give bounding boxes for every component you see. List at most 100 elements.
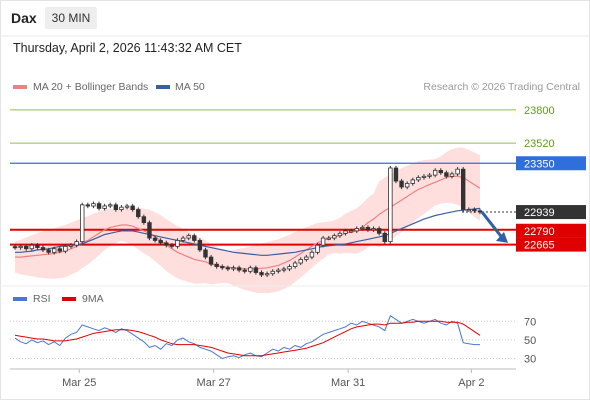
level-label-resistance: 23800 xyxy=(524,105,555,117)
candle-body xyxy=(326,237,331,240)
candle-body xyxy=(96,203,102,209)
level-label-support: 22790 xyxy=(524,226,555,238)
level-label-support: 22665 xyxy=(524,240,555,252)
candle-body xyxy=(309,251,315,258)
symbol-name: Dax xyxy=(11,10,37,26)
candle-body xyxy=(382,232,387,243)
bollinger-band-area xyxy=(15,147,480,294)
candle-body xyxy=(460,168,466,210)
candle-body xyxy=(40,247,46,251)
rsi-tick-label: 70 xyxy=(524,316,536,328)
candle-body xyxy=(399,180,404,188)
candle-body xyxy=(304,256,309,260)
candle-body xyxy=(343,230,348,234)
candle-body xyxy=(130,205,135,210)
level-tag-last xyxy=(516,205,586,220)
candle-body xyxy=(24,245,29,250)
time-tick-label: Apr 2 xyxy=(458,377,484,389)
ma50-line xyxy=(15,207,481,256)
candle-body xyxy=(85,204,91,207)
candle-body xyxy=(388,167,393,243)
interval-selector[interactable]: 30 MIN xyxy=(45,7,97,29)
candle-body xyxy=(169,244,175,247)
candle-body xyxy=(57,248,63,252)
candle-body xyxy=(197,240,203,251)
candle-body xyxy=(276,269,281,272)
candle-body xyxy=(186,235,191,239)
candle-body xyxy=(225,267,231,270)
candle-body xyxy=(175,240,180,247)
candle-body xyxy=(365,226,371,231)
candle-body xyxy=(298,259,303,264)
candle-body xyxy=(416,177,421,181)
candle-body xyxy=(164,242,169,246)
research-credit: Research © 2026 Trading Central xyxy=(423,81,580,93)
moving-averages xyxy=(15,175,481,270)
candle-body xyxy=(158,240,163,244)
candle-body xyxy=(220,266,225,269)
level-label-pivot: 23350 xyxy=(524,158,555,170)
candle-body xyxy=(348,230,354,233)
candle-body xyxy=(208,256,214,265)
ma20-legend-swatch xyxy=(13,85,27,89)
candle-body xyxy=(29,244,35,250)
rsi-ma-legend-swatch xyxy=(62,297,76,301)
level-tag-pivot xyxy=(516,156,586,171)
candle-body xyxy=(147,222,152,239)
candle-body xyxy=(427,174,432,177)
candle-body xyxy=(46,249,51,253)
timestamp: Thursday, April 2, 2026 11:43:32 AM CET xyxy=(13,41,242,55)
chart-header: Dax 30 MIN xyxy=(0,0,590,36)
candle-body xyxy=(18,245,23,248)
candle-body xyxy=(466,209,471,212)
level-tag-support xyxy=(516,237,586,252)
candle-body xyxy=(180,237,186,241)
rsi-ma-legend-label: 9MA xyxy=(82,293,104,305)
candle-body xyxy=(119,206,124,210)
candle-body xyxy=(270,270,275,275)
candle-body xyxy=(287,266,292,270)
rsi-ma-line xyxy=(14,320,481,357)
candle-body xyxy=(292,262,298,267)
level-labels: 23800 23520 23350 22939 22790 22665 xyxy=(480,105,586,252)
candle-body xyxy=(242,269,247,272)
candle-body xyxy=(68,244,74,247)
candle-body xyxy=(354,228,359,232)
candle-body xyxy=(264,273,270,276)
bollinger-bands xyxy=(15,147,480,294)
level-tag-support xyxy=(516,223,586,238)
candle-body xyxy=(259,272,264,276)
candle-body xyxy=(231,267,236,270)
candle-body xyxy=(421,175,427,178)
forecast-arrow-head xyxy=(496,231,508,243)
candle-body xyxy=(141,216,147,224)
candle-body xyxy=(136,209,141,218)
candle-body xyxy=(236,267,242,271)
candle-body xyxy=(63,245,68,252)
price-levels xyxy=(10,109,516,246)
candle-body xyxy=(477,210,483,213)
candle-body xyxy=(320,237,326,246)
candle-body xyxy=(455,168,460,175)
candle-body xyxy=(410,179,415,184)
candlesticks xyxy=(12,165,483,278)
candle-body xyxy=(449,173,455,177)
rsi-legend-label: RSI xyxy=(33,293,51,305)
candle-body xyxy=(203,249,208,258)
candle-body xyxy=(253,267,259,273)
forecast-arrow-shaft xyxy=(480,211,505,240)
candle-body xyxy=(113,204,119,210)
candle-body xyxy=(192,235,197,241)
candle-body xyxy=(108,204,113,207)
candle-body xyxy=(360,226,365,229)
candle-body xyxy=(124,205,130,208)
candle-body xyxy=(376,228,382,234)
time-tick-label: Mar 31 xyxy=(331,377,365,389)
ma20-line xyxy=(15,175,481,270)
candle-body xyxy=(315,244,320,253)
level-label-last: 22939 xyxy=(524,207,555,219)
time-axis: Mar 25 Mar 27 Mar 31 Apr 2 xyxy=(62,369,485,389)
candle-body xyxy=(444,172,449,177)
candle-body xyxy=(371,228,376,231)
